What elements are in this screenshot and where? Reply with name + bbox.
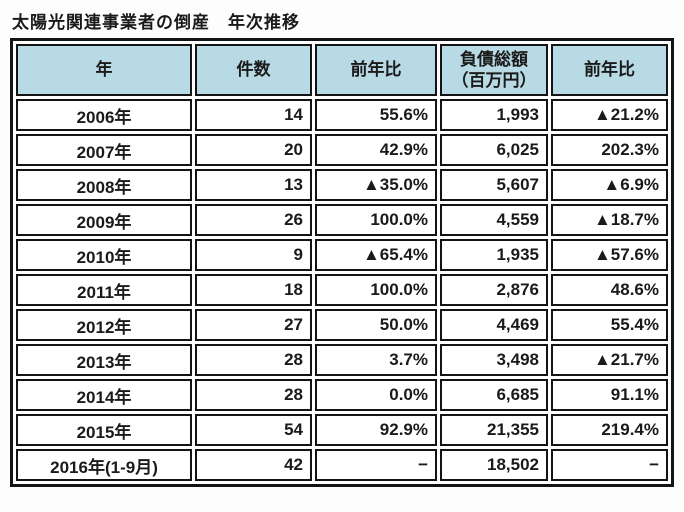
count-cell: 18 <box>195 274 312 306</box>
yoy-cell: 0.0% <box>315 379 437 411</box>
table-row: 2016年(1-9月) 42−18,502− <box>16 449 668 481</box>
year-cell: 2013年 <box>16 344 192 376</box>
year-cell: 2008年 <box>16 169 192 201</box>
table-row: 2010年 9 ▲65.4% 1,935 ▲57.6% <box>16 239 668 271</box>
count-cell: 9 <box>195 239 312 271</box>
year-cell: 2014年 <box>16 379 192 411</box>
count-cell: 28 <box>195 379 312 411</box>
debt-cell: 4,469 <box>440 309 548 341</box>
yoy-cell: 55.6% <box>315 99 437 131</box>
table-row: 2008年 13 ▲35.0% 5,607 ▲6.9% <box>16 169 668 201</box>
debt-cell: 3,498 <box>440 344 548 376</box>
table-row: 2012年 27 50.0% 4,469 55.4% <box>16 309 668 341</box>
col-header-debt-line2: （百万円） <box>451 71 537 90</box>
year-cell: 2015年 <box>16 414 192 446</box>
table-row: 2007年 20 42.9% 6,025 202.3% <box>16 134 668 166</box>
col-header-year: 年 <box>16 44 192 96</box>
debt-yoy-cell: ▲21.2% <box>551 99 668 131</box>
yoy-cell: 3.7% <box>315 344 437 376</box>
yoy-cell: 100.0% <box>315 274 437 306</box>
year-cell: 2012年 <box>16 309 192 341</box>
count-cell: 13 <box>195 169 312 201</box>
debt-yoy-cell: 91.1% <box>551 379 668 411</box>
debt-yoy-cell: − <box>551 449 668 481</box>
yoy-cell: ▲65.4% <box>315 239 437 271</box>
debt-yoy-cell: 48.6% <box>551 274 668 306</box>
debt-yoy-cell: 55.4% <box>551 309 668 341</box>
bankruptcy-table: 年 件数 前年比 負債総額 （百万円） 前年比 2006年 14 55.6% 1,99… <box>10 38 674 487</box>
debt-cell: 1,935 <box>440 239 548 271</box>
count-cell: 20 <box>195 134 312 166</box>
count-cell: 42 <box>195 449 312 481</box>
yoy-cell: 92.9% <box>315 414 437 446</box>
col-header-count: 件数 <box>195 44 312 96</box>
table-row: 2009年 26 100.0% 4,559 ▲18.7% <box>16 204 668 236</box>
col-header-debt: 負債総額 （百万円） <box>440 44 548 96</box>
table-title: 太陽光関連事業者の倒産 年次推移 <box>12 13 300 32</box>
year-cell: 2010年 <box>16 239 192 271</box>
year-cell: 2007年 <box>16 134 192 166</box>
col-header-debt-line1: 負債総額 <box>460 49 528 69</box>
count-cell: 54 <box>195 414 312 446</box>
year-cell: 2009年 <box>16 204 192 236</box>
table-row: 2011年 18 100.0% 2,876 48.6% <box>16 274 668 306</box>
table-row: 2015年 54 92.9% 21,355 219.4% <box>16 414 668 446</box>
debt-cell: 4,559 <box>440 204 548 236</box>
debt-cell: 6,685 <box>440 379 548 411</box>
debt-yoy-cell: ▲57.6% <box>551 239 668 271</box>
count-cell: 27 <box>195 309 312 341</box>
debt-cell: 6,025 <box>440 134 548 166</box>
debt-yoy-cell: ▲18.7% <box>551 204 668 236</box>
debt-cell: 1,993 <box>440 99 548 131</box>
debt-yoy-cell: 202.3% <box>551 134 668 166</box>
table-row: 2014年 28 0.0% 6,685 91.1% <box>16 379 668 411</box>
yoy-cell: ▲35.0% <box>315 169 437 201</box>
yoy-cell: 42.9% <box>315 134 437 166</box>
year-cell: 2016年(1-9月) <box>16 449 192 481</box>
year-cell: 2006年 <box>16 99 192 131</box>
yoy-cell: 50.0% <box>315 309 437 341</box>
yoy-cell: − <box>315 449 437 481</box>
debt-yoy-cell: 219.4% <box>551 414 668 446</box>
debt-cell: 18,502 <box>440 449 548 481</box>
year-cell: 2011年 <box>16 274 192 306</box>
table-body: 2006年 14 55.6% 1,993 ▲21.2% 2007年 20 42.9% 6,025… <box>16 99 668 481</box>
page: 太陽光関連事業者の倒産 年次推移 年 件数 前年比 負債総額 （百万円） 前年比… <box>0 8 684 487</box>
count-cell: 14 <box>195 99 312 131</box>
col-header-yoy: 前年比 <box>315 44 437 96</box>
count-cell: 28 <box>195 344 312 376</box>
debt-cell: 21,355 <box>440 414 548 446</box>
debt-yoy-cell: ▲21.7% <box>551 344 668 376</box>
count-cell: 26 <box>195 204 312 236</box>
yoy-cell: 100.0% <box>315 204 437 236</box>
table-header: 年 件数 前年比 負債総額 （百万円） 前年比 <box>16 44 668 96</box>
debt-cell: 5,607 <box>440 169 548 201</box>
debt-cell: 2,876 <box>440 274 548 306</box>
header-row: 年 件数 前年比 負債総額 （百万円） 前年比 <box>16 44 668 96</box>
table-row: 2006年 14 55.6% 1,993 ▲21.2% <box>16 99 668 131</box>
table-row: 2013年 28 3.7% 3,498 ▲21.7% <box>16 344 668 376</box>
col-header-debt-yoy: 前年比 <box>551 44 668 96</box>
debt-yoy-cell: ▲6.9% <box>551 169 668 201</box>
